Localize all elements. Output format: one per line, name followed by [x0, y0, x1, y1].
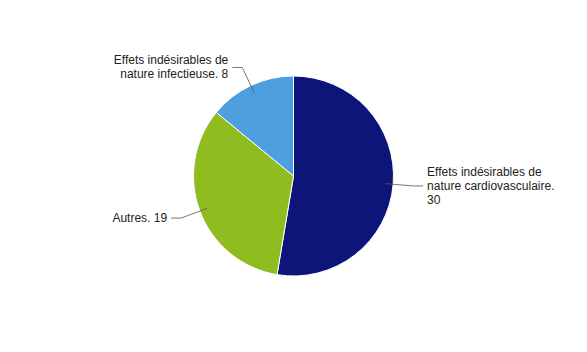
slice-label-line: nature infectieuse. 8: [120, 67, 228, 81]
slice: [216, 76, 293, 176]
labels: Effets indésirables denature cardiovascu…: [112, 53, 554, 225]
slice: [277, 76, 393, 276]
leader-line: [232, 67, 254, 92]
slice-label-line: Effets indésirables de: [427, 165, 542, 179]
pie: Effets indésirables denature cardiovascu…: [112, 53, 554, 276]
slices: [194, 76, 394, 276]
slice-label-line: nature cardiovasculaire.: [427, 179, 554, 193]
slice-label-line: 30: [427, 193, 441, 207]
chart: Effets indésirables denature cardiovascu…: [0, 0, 587, 352]
slice-label-line: Autres. 19: [112, 211, 167, 225]
leader-line: [385, 184, 423, 186]
leader-line: [171, 208, 207, 218]
slice-label: Effets indésirables denature cardiovascu…: [427, 165, 554, 207]
slice-label: Autres. 19: [112, 211, 167, 225]
slice-label-line: Effets indésirables de: [114, 53, 229, 67]
slice-label: Effets indésirables denature infectieuse…: [114, 53, 229, 81]
